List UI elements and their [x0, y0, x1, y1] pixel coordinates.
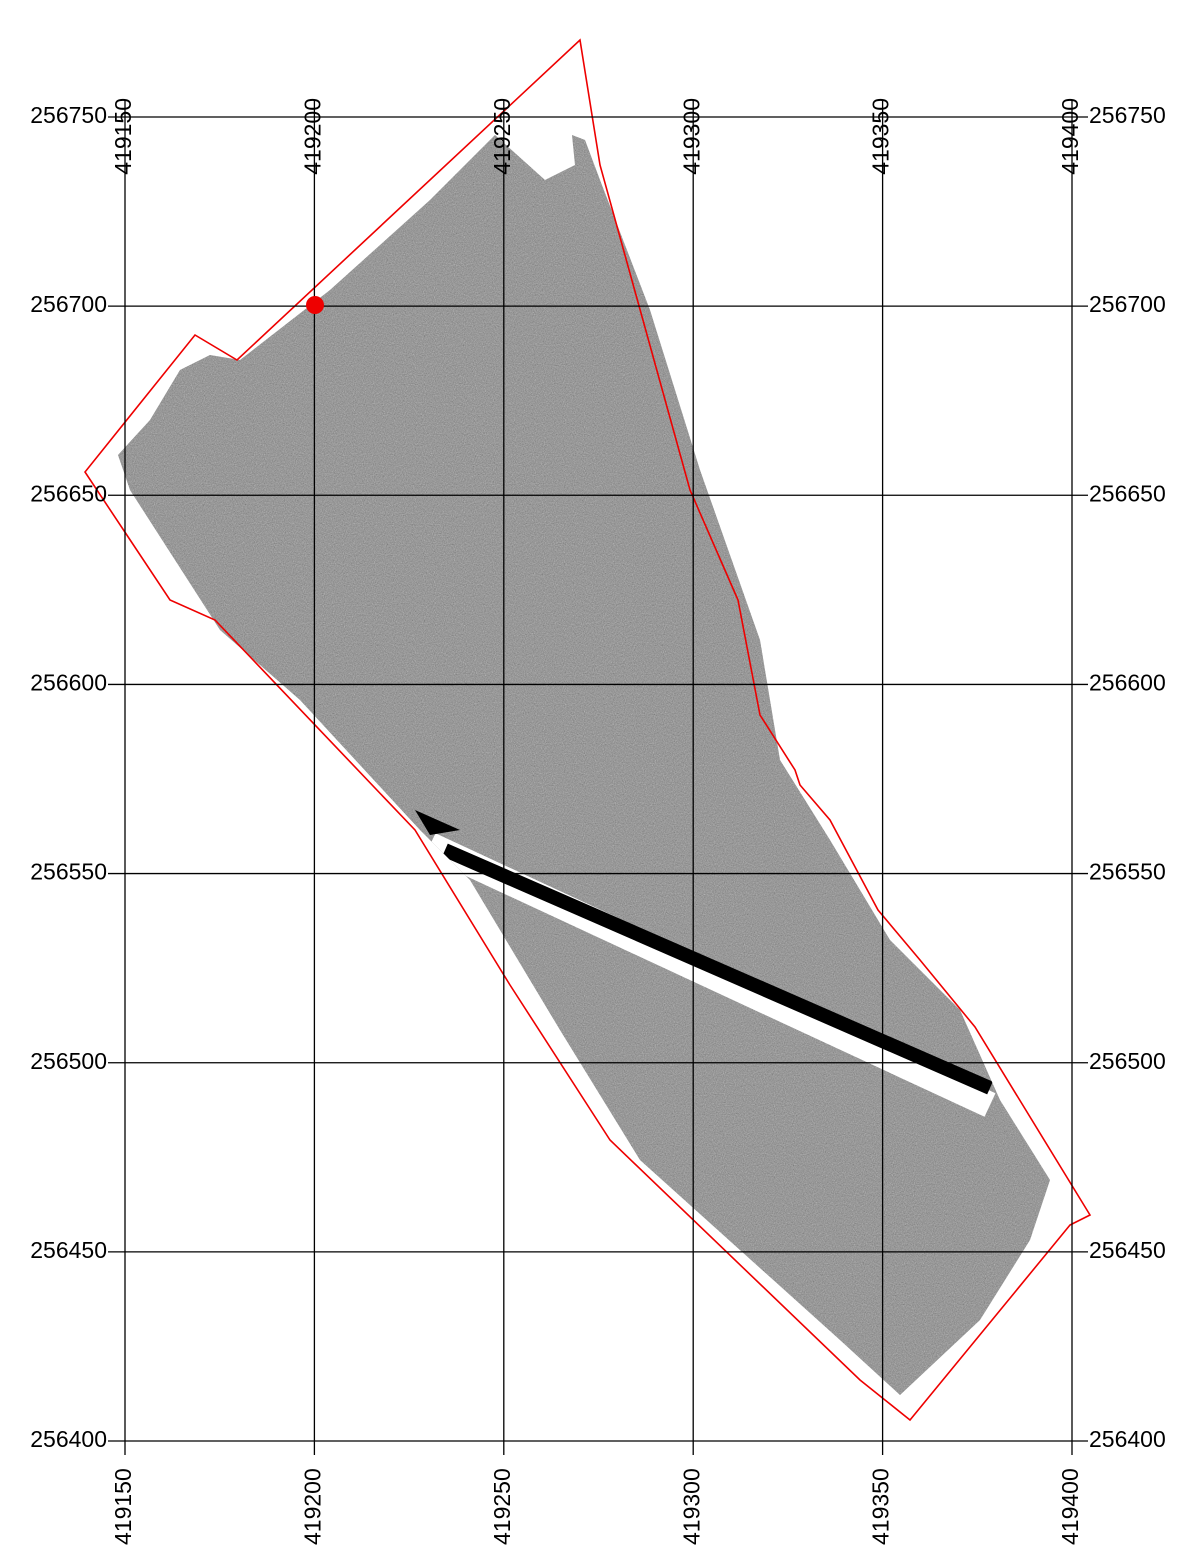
easting-label: 419150	[110, 1468, 136, 1545]
easting-label: 419400	[1057, 98, 1083, 175]
easting-label: 419250	[489, 1468, 515, 1545]
northing-label: 256750	[30, 102, 107, 128]
easting-label: 419300	[678, 98, 704, 175]
easting-label: 419200	[299, 1468, 325, 1545]
northing-label: 256650	[30, 480, 107, 506]
easting-label: 419300	[678, 1468, 704, 1545]
easting-label: 419350	[868, 98, 894, 175]
easting-label: 419350	[868, 1468, 894, 1545]
northing-label: 256750	[1089, 102, 1166, 128]
northing-label: 256600	[1089, 670, 1166, 696]
northing-label: 256400	[30, 1426, 107, 1452]
northing-label: 256650	[1089, 480, 1166, 506]
northing-label: 256600	[30, 670, 107, 696]
northing-label: 256400	[1089, 1426, 1166, 1452]
survey-texture	[100, 120, 1060, 1410]
survey-map: 419150 419150 419200 419200 419250 419250 4193…	[0, 0, 1182, 1550]
northing-label: 256450	[30, 1237, 107, 1263]
northing-label: 256550	[1089, 859, 1166, 885]
northing-label: 256550	[30, 859, 107, 885]
northing-label: 256700	[30, 291, 107, 317]
easting-label: 419400	[1057, 1468, 1083, 1545]
northing-label: 256500	[1089, 1048, 1166, 1074]
northing-label: 256500	[30, 1048, 107, 1074]
page: 419150 419150 419200 419200 419250 419250 4193…	[0, 0, 1182, 1550]
northing-label: 256450	[1089, 1237, 1166, 1263]
easting-label: 419250	[489, 98, 515, 175]
survey-data	[100, 120, 1060, 1410]
northing-label: 256700	[1089, 291, 1166, 317]
reference-point	[306, 296, 324, 314]
easting-label: 419150	[110, 98, 136, 175]
easting-label: 419200	[299, 98, 325, 175]
